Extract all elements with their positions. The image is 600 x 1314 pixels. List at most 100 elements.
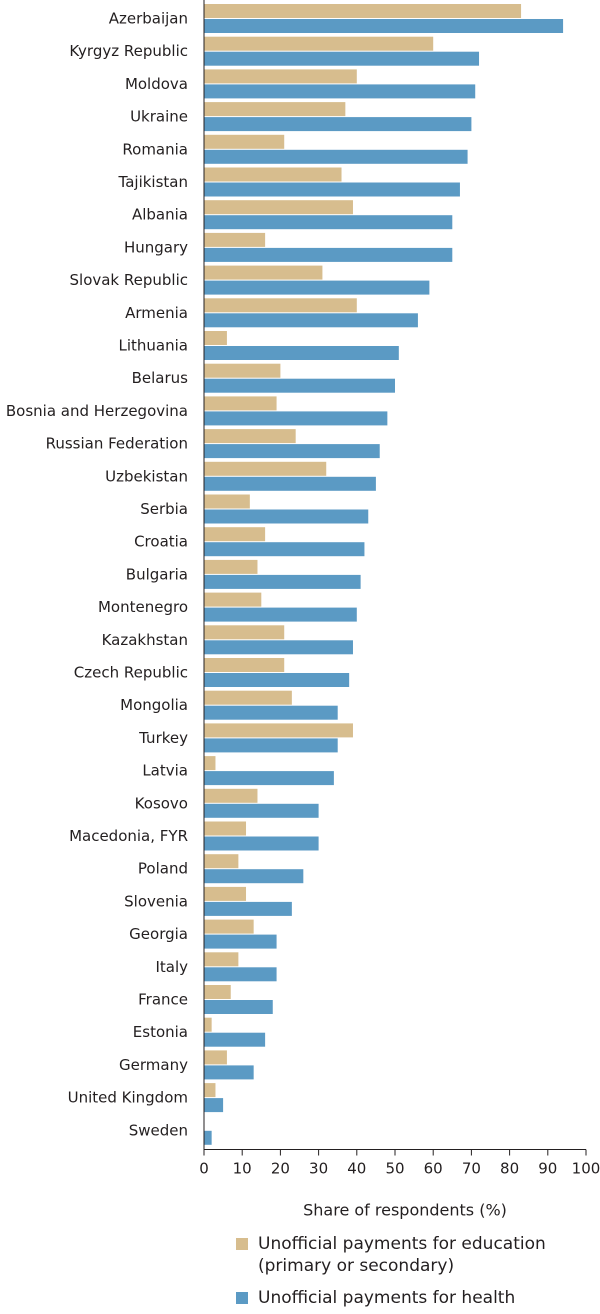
bar-education (204, 919, 254, 934)
bar-education (204, 134, 285, 149)
category-label: Tajikistan (118, 173, 188, 191)
legend-item-education: Unofficial payments for education (prima… (236, 1233, 596, 1277)
bar-health (204, 313, 418, 328)
x-tick-label: 60 (424, 1160, 443, 1178)
category-label: Lithuania (119, 337, 188, 355)
legend-swatch-health (236, 1292, 248, 1304)
bar-health (204, 1065, 254, 1080)
category-label: Hungary (124, 238, 188, 256)
x-tick-label: 40 (347, 1160, 366, 1178)
bar-chart: Azerbaijan Kyrgyz Republic Moldova Ukraine R… (6, 0, 600, 1220)
category-label: Mongolia (120, 696, 188, 714)
bar-education (204, 985, 231, 999)
category-label: Kyrgyz Republic (69, 42, 188, 60)
category-label: France (138, 991, 188, 1009)
legend-label-education-line1: Unofficial payments for education (258, 1234, 546, 1254)
bar-health (204, 1130, 212, 1145)
bar-health (204, 1000, 273, 1014)
category-label: Italy (155, 958, 188, 976)
category-labels: Azerbaijan Kyrgyz Republic Moldova Ukraine R… (6, 10, 188, 1140)
bar-health (204, 836, 319, 851)
bar-education (204, 658, 285, 672)
category-label: Azerbaijan (109, 10, 188, 28)
category-label: Ukraine (130, 108, 188, 126)
bar-health (204, 1098, 224, 1113)
bar-health (204, 346, 399, 360)
bar-health (204, 280, 430, 295)
x-axis-ticks: 0 10 20 30 40 50 60 70 80 90 100 (199, 1149, 600, 1178)
bar-health (204, 51, 480, 66)
bar-education (204, 1017, 212, 1032)
bar-health (204, 771, 334, 786)
bar-education (204, 723, 353, 738)
bar-education (204, 36, 434, 51)
bar-education (204, 854, 239, 869)
x-tick-label: 30 (309, 1160, 328, 1178)
bar-health (204, 117, 472, 132)
bar-education (204, 952, 239, 967)
legend-label-health: Unofficial payments for health (258, 1288, 516, 1308)
bar-health (204, 1032, 266, 1047)
x-tick-label: 90 (538, 1160, 557, 1178)
bar-education (204, 527, 266, 542)
bar-education (204, 396, 277, 411)
category-label: Poland (138, 860, 188, 878)
bar-health (204, 476, 376, 491)
bar-education (204, 592, 262, 607)
bar-education (204, 429, 296, 444)
bar-education (204, 102, 346, 117)
category-label: Georgia (129, 925, 188, 943)
legend-item-health: Unofficial payments for health (236, 1287, 596, 1309)
x-tick-label: 70 (462, 1160, 481, 1178)
bar-health (204, 607, 357, 622)
bar-education (204, 788, 258, 803)
bar-health (204, 574, 361, 589)
category-label: United Kingdom (68, 1089, 188, 1107)
bar-health (204, 869, 304, 884)
bar-education (204, 167, 342, 182)
category-label: Montenegro (98, 598, 188, 616)
category-label: Serbia (140, 500, 188, 518)
bar-education (204, 1050, 227, 1065)
bar-health (204, 509, 369, 524)
bar-health (204, 901, 292, 916)
x-tick-label: 0 (199, 1160, 209, 1178)
category-label: Kazakhstan (102, 631, 188, 649)
x-axis-title: Share of respondents (%) (303, 1201, 507, 1220)
bar-education (204, 265, 323, 280)
bar-education (204, 1083, 216, 1098)
bar-health (204, 149, 468, 164)
category-label: Kosovo (135, 794, 188, 812)
bar-health (204, 542, 365, 557)
x-tick-label: 10 (233, 1160, 252, 1178)
bar-health (204, 738, 338, 753)
bar-health (204, 803, 319, 818)
bar-health (204, 84, 476, 99)
category-label: Moldova (125, 75, 188, 93)
category-label: Macedonia, FYR (69, 827, 188, 845)
bar-education (204, 494, 250, 509)
bar-education (204, 625, 285, 640)
bar-education (204, 821, 247, 836)
bar-education (204, 559, 258, 574)
bars (204, 4, 564, 1145)
bar-education (204, 690, 292, 705)
bar-health (204, 182, 460, 197)
bar-education (204, 331, 227, 345)
category-label: Czech Republic (74, 664, 188, 682)
bar-health (204, 673, 350, 687)
category-label: Uzbekistan (105, 467, 188, 485)
bar-health (204, 934, 277, 949)
category-label: Belarus (132, 369, 189, 387)
category-label: Slovenia (124, 892, 188, 910)
bar-health (204, 247, 453, 262)
bar-education (204, 69, 357, 84)
bar-health (204, 411, 388, 426)
category-label: Bosnia and Herzegovina (6, 402, 188, 420)
category-label: Germany (119, 1056, 188, 1074)
x-tick-label: 20 (271, 1160, 290, 1178)
category-label: Bulgaria (126, 565, 188, 583)
category-label: Turkey (138, 729, 188, 747)
category-label: Albania (132, 206, 188, 224)
bar-health (204, 444, 380, 459)
